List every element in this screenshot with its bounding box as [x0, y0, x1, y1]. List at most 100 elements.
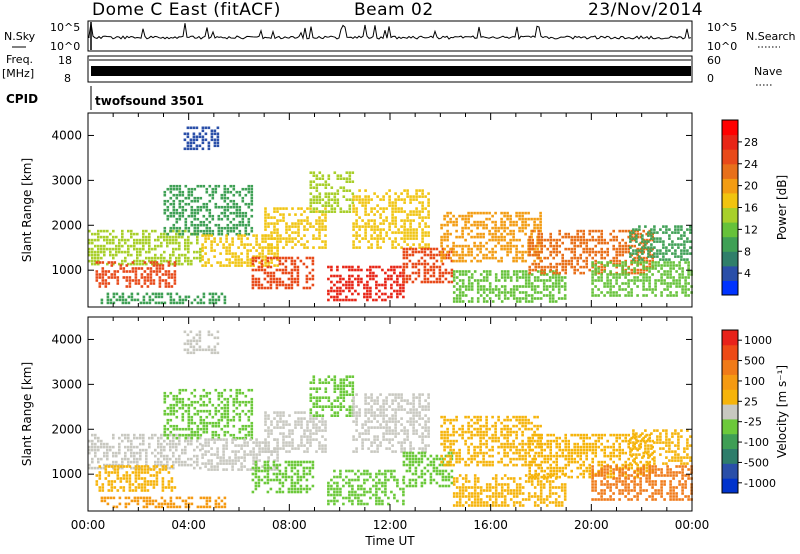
y-tick-label: 1000: [51, 263, 82, 277]
echo-region-1: [95, 465, 177, 492]
colorbar-tick-label: 20: [744, 180, 758, 193]
nsky-trace: [88, 22, 692, 50]
colorbar-tick-label: 100: [744, 375, 765, 388]
echo-region-8: [309, 375, 355, 417]
nave-tick-top: 60: [707, 54, 721, 67]
colorbar-segment: [722, 463, 738, 479]
colorbar-frame: [721, 329, 739, 494]
y-axis-label: Slant Range [km]: [20, 362, 34, 466]
nsky-panel-frame: [87, 20, 693, 52]
echo-region-16: [629, 429, 692, 465]
colorbar-segment: [722, 251, 738, 267]
colorbar-segment: [722, 478, 738, 494]
colorbar-segment: [722, 433, 738, 449]
colorbar: 1000 500 100 25 -25 -100 -500 -1000 Velocity [m …: [721, 329, 789, 494]
echo-region-3: [163, 184, 254, 236]
nsky-tick-top: 10^5: [50, 21, 80, 34]
y-tick-label: 1000: [51, 467, 82, 481]
echo-region-3: [163, 388, 254, 440]
colorbar-segment: [722, 236, 738, 252]
echo-region-10: [352, 189, 430, 249]
colorbar-label: Velocity [m s⁻¹]: [775, 365, 789, 458]
nsky-label: N.Sky: [4, 30, 36, 43]
colorbar: 4 8 12 16 20 24 28 Power [dB]: [721, 119, 789, 296]
freq-unit: [MHz]: [2, 67, 34, 80]
nsearch-tick-top: 10^5: [707, 21, 737, 34]
nsky-tick-bottom: 10^0: [50, 40, 80, 53]
colorbar-segment: [722, 374, 738, 390]
y-tick-label: 2000: [51, 218, 82, 232]
cpid-value: twofsound 3501: [95, 94, 204, 108]
y-axis-label: Slant Range [km]: [20, 158, 34, 262]
colorbar-label: Power [dB]: [775, 175, 789, 240]
y-tick-label: 4000: [51, 128, 82, 142]
colorbar-tick-label: -25: [744, 416, 762, 429]
echo-region-13: [452, 270, 567, 303]
colorbar-segment: [722, 192, 738, 208]
echo-region-7: [264, 411, 327, 453]
nsky-trace-line: [88, 23, 692, 41]
colorbar-segment: [722, 265, 738, 281]
y-tick-label: 2000: [51, 422, 82, 436]
y-tick-label: 4000: [51, 332, 82, 346]
colorbar-segment: [722, 280, 738, 296]
echo-region-14: [528, 229, 654, 275]
echo-region-2: [100, 292, 227, 305]
freq-tick-top: 18: [58, 54, 72, 67]
echo-region-7: [264, 207, 327, 249]
colorbar-tick-label: -1000: [744, 477, 776, 490]
echo-region-8: [309, 171, 355, 213]
colorbar-tick-label: 16: [744, 202, 758, 215]
cpid-label: CPID: [6, 92, 38, 106]
echo-region-0: [88, 229, 202, 266]
colorbar-tick-label: -100: [744, 436, 769, 449]
freq-tick-bottom: 8: [64, 72, 71, 85]
nave-label: Nave: [754, 65, 782, 78]
echo-region-5: [201, 438, 279, 471]
x-axis-label: Time UT: [364, 534, 415, 548]
y-tick-label: 3000: [51, 173, 82, 187]
colorbar-tick-label: 8: [744, 245, 751, 258]
colorbar-tick-label: 1000: [744, 334, 772, 347]
echo-region-10: [352, 393, 430, 453]
echo-region-12: [440, 211, 542, 263]
nave-tick-bottom: 0: [707, 72, 714, 85]
colorbar-segment: [722, 359, 738, 375]
nsearch-label: N.Search: [746, 30, 796, 43]
echo-region-2: [100, 496, 227, 509]
colorbar-segment: [722, 178, 738, 194]
echo-region-15: [591, 261, 693, 297]
freq-panel-frame: [87, 55, 693, 83]
colorbar-segment: [722, 418, 738, 435]
colorbar-segment: [722, 207, 738, 223]
colorbar-tick-label: -500: [744, 456, 769, 469]
x-tick-label: 16:00: [473, 518, 508, 532]
colorbar-segment: [722, 448, 738, 464]
x-tick-label: 12:00: [373, 518, 408, 532]
power-panel: 1000 2000 3000 4000 Slant Range [km] 4 8 12 16 20…: [20, 112, 789, 308]
echo-region-13: [452, 474, 567, 507]
colorbar-segment: [722, 149, 738, 165]
colorbar-segment: [722, 330, 738, 346]
colorbar-tick-label: 500: [744, 355, 765, 368]
colorbar-tick-label: 24: [744, 158, 758, 171]
colorbar-segment: [722, 120, 738, 136]
echo-region-1: [95, 261, 177, 288]
date-title: 23/Nov/2014: [588, 0, 704, 20]
freq-trace-band: [91, 66, 691, 76]
y-tick-label: 3000: [51, 377, 82, 391]
colorbar-segment: [722, 222, 738, 238]
x-tick-label: 00:00: [675, 518, 710, 532]
echo-region-4: [183, 126, 220, 151]
beam-title: Beam 02: [354, 0, 434, 20]
echo-region-16: [629, 225, 692, 261]
echo-region-4: [183, 330, 220, 355]
velocity-panel: 1000 2000 3000 4000 Slant Range [km] 00:00 04:…: [20, 316, 789, 548]
colorbar-tick-label: 12: [744, 223, 758, 236]
colorbar-tick-label: 4: [744, 267, 751, 280]
nsearch-tick-bottom: 10^0: [707, 40, 737, 53]
x-tick-label: 20:00: [574, 518, 609, 532]
colorbar-tick-label: 25: [744, 395, 758, 408]
colorbar-segment: [722, 404, 738, 420]
